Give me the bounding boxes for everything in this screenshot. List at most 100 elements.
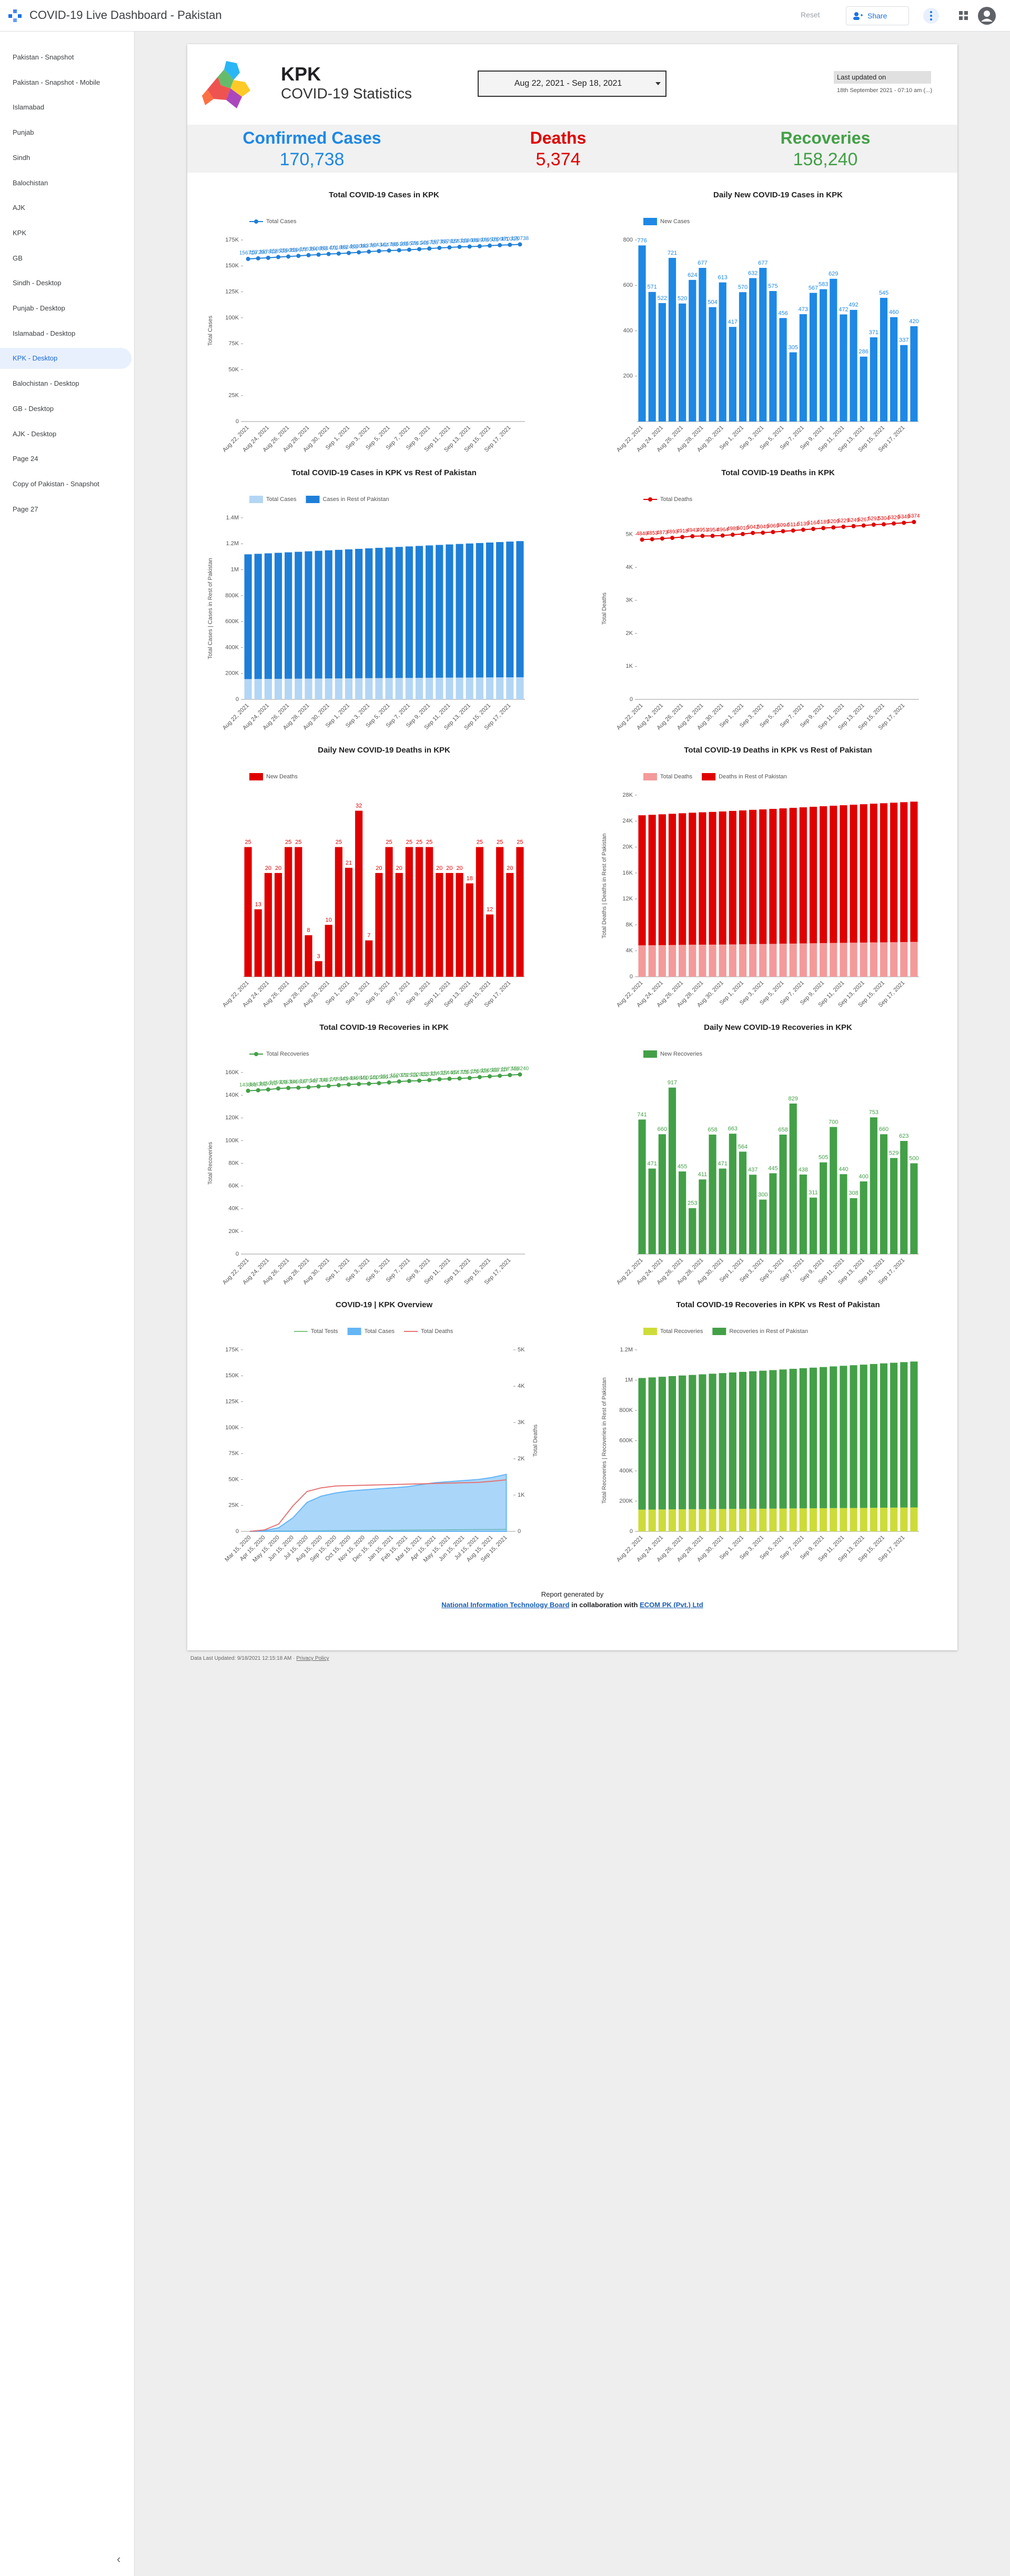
bar-segment [466,543,473,678]
y-tick-label: 28K [622,792,633,798]
nav-item[interactable]: Balochistan - Desktop [13,379,79,388]
nav-item[interactable]: Punjab [13,128,34,137]
nav-item[interactable]: Pakistan - Snapshot - Mobile [13,78,100,86]
bar-segment [729,944,736,977]
nav-item[interactable]: Punjab - Desktop [13,304,65,312]
bar-segment [830,943,837,977]
bar-segment [285,552,292,679]
collapse-button[interactable]: ‹ [117,2552,121,2565]
nav-item[interactable]: Page 24 [13,455,38,463]
point [841,524,846,529]
data-label: 150141 [360,1075,378,1081]
nav-item[interactable]: Balochistan [13,178,48,187]
data-label: 167827 [441,239,459,245]
nav-item[interactable]: GB - Desktop [13,404,54,413]
data-label: 305 [789,344,798,350]
bar [789,352,797,422]
legend-swatch [643,1050,657,1058]
data-label: 147706 [310,1078,328,1084]
bar [729,1134,736,1254]
bar-segment [739,944,747,977]
legend: Total Cases [249,218,297,225]
bar-segment [779,1508,787,1531]
nav-item[interactable]: KPK - Desktop [0,348,132,369]
data-label: 154775 [451,1070,469,1076]
bar-segment [648,1509,656,1531]
nav-item[interactable]: AJK [13,204,25,212]
bar-segment [709,1509,716,1531]
data-label: 5042 [747,524,759,530]
point [397,248,401,253]
bar [729,327,736,422]
data-label: 571 [648,284,657,290]
bar-segment [820,1508,827,1531]
data-label: 156588 [481,1068,499,1074]
data-label: 20 [446,865,452,871]
y2-tick-label: 1K [518,1492,525,1498]
data-label: 159053 [279,248,297,254]
data-label: 149841 [350,1076,368,1081]
data-label: 157740 [501,1067,519,1073]
line [642,521,914,540]
data-label: 917 [668,1080,677,1086]
bar [779,318,787,422]
y-tick-label: 200K [225,670,239,677]
point [912,519,916,524]
nav-item[interactable]: Islamabad [13,103,44,112]
y-tick-label: 100K [225,315,239,321]
share-button[interactable]: Share [846,6,909,25]
account-icon[interactable] [977,6,996,25]
bar [668,1087,676,1254]
data-label: 20 [275,865,281,871]
data-label: 25 [497,839,503,845]
date-range-picker[interactable]: Aug 22, 2021 - Sep 18, 2021 [478,71,666,97]
legend-swatch [643,773,657,780]
reset-button[interactable]: Reset [801,11,820,19]
nav-item[interactable]: Copy of Pakistan - Snapshot [13,479,99,488]
bar-segment [890,803,898,943]
bar [789,1103,797,1254]
bar-segment [830,1508,837,1531]
legend-label: New Cases [660,218,690,225]
bar-segment [699,812,706,945]
nav-item[interactable]: AJK - Desktop [13,429,57,438]
y2-tick-label: 5K [518,1347,525,1353]
nav-item[interactable]: Islamabad - Desktop [13,329,76,337]
bar-segment [719,944,726,977]
date-range: Aug 22, 2021 - Sep 18, 2021 [514,79,622,88]
point [781,529,785,534]
nav-item[interactable]: Pakistan - Snapshot [13,53,74,61]
y-tick-label: 600K [619,1437,633,1444]
bar-segment [689,1375,696,1509]
point [498,1074,502,1078]
credits: National Information Technology Board in… [187,1601,957,1609]
apps-icon[interactable] [958,11,969,21]
nav-item[interactable]: GB [13,254,23,262]
data-label: 520 [678,296,687,302]
bar-segment [426,677,433,699]
data-label: 5249 [847,517,860,523]
nav-item[interactable]: KPK [13,228,27,237]
y-axis-label: Total Deaths [601,592,608,625]
nav-item[interactable]: Sindh - Desktop [13,279,62,287]
org-link[interactable]: National Information Technology Board [441,1601,570,1609]
chart-title: Daily New COVID-19 Deaths in KPK [318,746,450,755]
bar-segment [446,544,453,678]
data-label: 161471 [320,245,338,251]
bar-segment [365,678,373,699]
bar-segment [830,806,837,943]
bar-segment [516,541,524,677]
privacy-link[interactable]: Privacy Policy [296,1656,329,1661]
point [286,1086,291,1090]
bar-segment [456,677,463,699]
bar [345,868,353,977]
nav-item[interactable]: Sindh [13,153,31,162]
bar-segment [860,943,867,977]
partner-link[interactable]: ECOM PK (Pvt.) Ltd [640,1601,703,1609]
bar-segment [436,545,443,678]
nav-item[interactable]: Page 27 [13,505,38,513]
bar-segment [729,1509,736,1531]
point [801,527,805,532]
point [397,1079,401,1084]
more-button[interactable] [923,7,940,24]
